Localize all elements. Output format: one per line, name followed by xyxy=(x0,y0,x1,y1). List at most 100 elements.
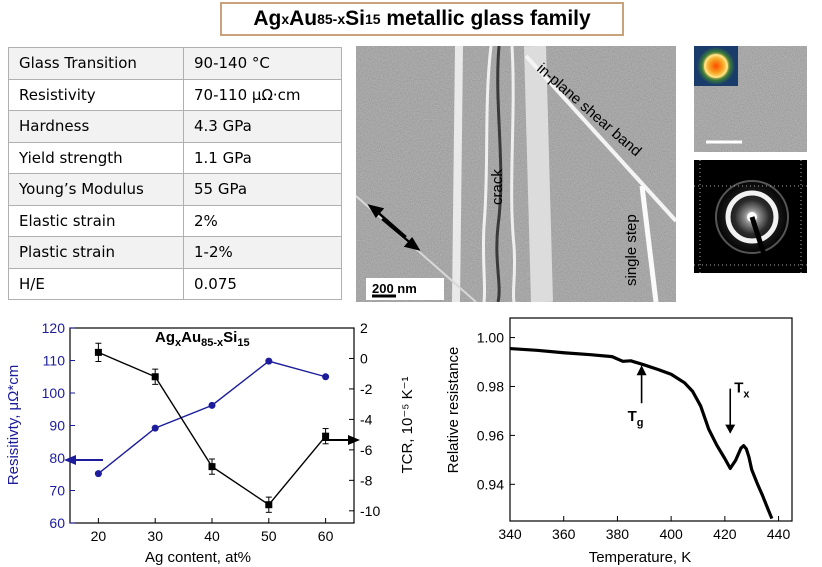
chart1-y2tick-label: 2 xyxy=(360,320,368,336)
resistivity-point xyxy=(265,357,273,365)
chart1-y2tick-label: -4 xyxy=(360,411,373,427)
chart1-y2label: TCR, 10⁻⁵ K⁻¹ xyxy=(399,376,416,473)
series-line-resistivity xyxy=(97,360,326,475)
chart2-xtick-label: 380 xyxy=(606,526,630,542)
fft-inset-ring xyxy=(704,54,728,78)
chart2-ytick-label: 1.00 xyxy=(477,330,504,346)
shear-band-line xyxy=(524,54,676,223)
chart1-y2tick-label: 0 xyxy=(360,350,368,366)
chart1-ytick-label: 120 xyxy=(42,320,66,336)
property-row: Elastic strain 2% xyxy=(8,204,342,237)
tcr-point xyxy=(208,463,216,471)
property-name: Resistivity xyxy=(8,78,184,111)
chart1-y2tick-label: -8 xyxy=(360,472,373,488)
property-name: Elastic strain xyxy=(8,204,184,237)
property-value: 0.075 xyxy=(183,267,342,300)
right-axis-arrow-icon xyxy=(322,435,360,445)
annotation-arrowhead xyxy=(725,424,736,434)
chart1-y2tick-label: -2 xyxy=(360,381,373,397)
chart2-xtick-label: 340 xyxy=(498,526,522,542)
property-name: Yield strength xyxy=(8,141,184,174)
property-row: Young’s Modulus 55 GPa xyxy=(8,173,342,206)
crack-edge xyxy=(510,46,517,302)
resistivity-point xyxy=(151,424,159,432)
diffraction-pattern xyxy=(694,160,807,273)
shear-arrows-icon xyxy=(367,204,421,251)
svg-text:AgxAu85-xSi15: AgxAu85-xSi15 xyxy=(155,329,250,349)
hrtem-image xyxy=(694,46,807,152)
chart1-xlabel: Ag content, at% xyxy=(145,549,251,566)
relative-resistance-line xyxy=(509,346,774,520)
resistivity-point xyxy=(94,470,102,478)
chart1-xtick-label: 20 xyxy=(91,528,107,544)
resistivity-point xyxy=(208,401,216,409)
left-axis-arrow-icon xyxy=(64,455,103,465)
property-name: Glass Transition xyxy=(8,47,184,80)
chart1-ytick-label: 60 xyxy=(49,515,65,531)
chart1-y2tick-label: -10 xyxy=(360,503,380,519)
property-name: Plastic strain xyxy=(8,236,184,269)
property-value: 4.3 GPa xyxy=(183,110,342,143)
tcr-point xyxy=(322,432,330,440)
crack-light xyxy=(481,46,493,302)
chart2-ytick-label: 0.94 xyxy=(477,476,504,492)
chart2-xlabel: Temperature, K xyxy=(589,549,692,566)
chart2-xtick-label: 440 xyxy=(767,526,791,542)
chart2-frame xyxy=(509,317,793,522)
chart2-xtick-label: 400 xyxy=(659,526,683,542)
crack-band-left xyxy=(452,46,463,302)
chart1-ytick-label: 80 xyxy=(49,450,65,466)
micrograph-texture xyxy=(356,46,676,302)
tcr-point xyxy=(94,348,102,356)
chart1-ytick-label: 70 xyxy=(49,483,65,499)
property-row: Yield strength 1.1 GPa xyxy=(8,141,342,174)
properties-table: Glass Transition 90-140 °C Resistivity 70-1… xyxy=(8,47,342,300)
series-line-tcr xyxy=(98,351,327,506)
chart2-xtick-label: 360 xyxy=(552,526,576,542)
property-value: 55 GPa xyxy=(183,173,342,206)
property-name: Young’s Modulus xyxy=(8,173,184,206)
fft-inset xyxy=(697,47,735,85)
chart1-xtick-label: 40 xyxy=(204,528,220,544)
property-value: 2% xyxy=(183,204,342,237)
diffraction-ring xyxy=(725,190,779,244)
property-value: 90-140 °C xyxy=(183,47,342,80)
resistivity-tcr-chart: AgxAu85-xSi15 20 30 40 50 606070809010011012… xyxy=(5,320,416,566)
crack-dark xyxy=(495,46,503,302)
chart1-xtick-label: 50 xyxy=(261,528,277,544)
chart1-ytick-label: 110 xyxy=(43,353,66,369)
crack-label: crack xyxy=(489,169,506,205)
chart1-ytick-label: 100 xyxy=(42,385,66,401)
figure-title: Ag x Au 85-x Si 15 metallic glass family xyxy=(220,2,624,36)
chart1-title: AgxAu85-xSi15 xyxy=(155,329,250,349)
chart1-xtick-label: 60 xyxy=(318,528,334,544)
property-row: Hardness 4.3 GPa xyxy=(8,110,342,143)
annotation-label: Tg xyxy=(628,408,644,429)
chart1-frame xyxy=(69,327,355,524)
tcr-point xyxy=(151,373,159,381)
chart1-xtick-label: 30 xyxy=(147,528,163,544)
beam-stop xyxy=(749,216,773,273)
chart2-ytick-label: 0.98 xyxy=(477,378,504,394)
annotation-arrowhead xyxy=(636,365,647,376)
property-row: Plastic strain 1-2% xyxy=(8,236,342,269)
tcr-point xyxy=(265,501,273,509)
property-value: 70-110 μΩ·cm xyxy=(183,78,342,111)
property-value: 1-2% xyxy=(183,236,342,269)
single-step-label: single step xyxy=(623,214,640,286)
chart1-ytick-label: 90 xyxy=(49,418,65,434)
crack-band-right xyxy=(524,46,553,302)
property-name: Hardness xyxy=(8,110,184,143)
property-value: 1.1 GPa xyxy=(183,141,342,174)
chart2-ytick-label: 0.96 xyxy=(477,427,504,443)
property-row: H/E 0.075 xyxy=(8,267,342,300)
relative-resistance-chart: 340 360 380 400 420 440 0.94 0.96 0.98 1.00 Tempe… xyxy=(445,317,793,566)
resistivity-point xyxy=(322,373,330,381)
property-name: H/E xyxy=(8,267,184,300)
diffraction-outer-ring xyxy=(715,180,789,254)
scale-bar-label: 200 nm xyxy=(372,281,417,296)
property-row: Glass Transition 90-140 °C xyxy=(8,47,342,80)
chart1-ylabel: Resisitivty, μΩ*cm xyxy=(5,365,22,485)
single-step-line xyxy=(639,185,659,302)
annotation-label: Tx xyxy=(734,380,750,401)
